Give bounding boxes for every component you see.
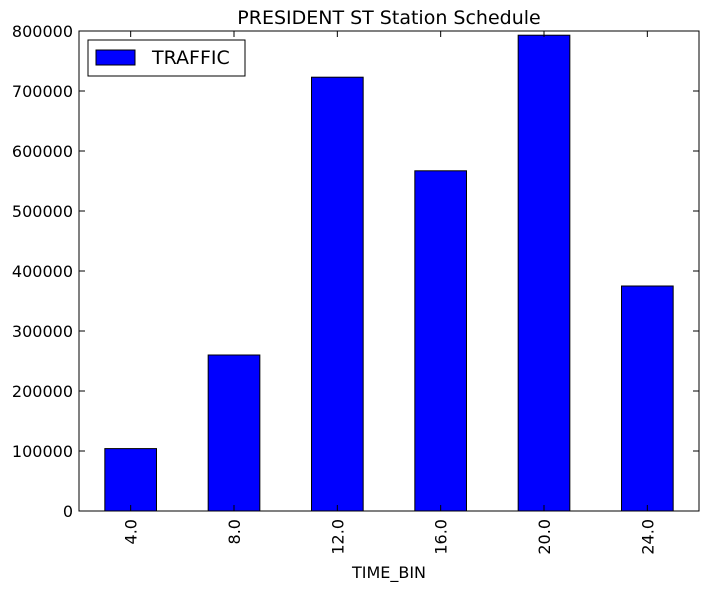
- y-tick-label: 0: [63, 502, 73, 521]
- y-tick-label: 200000: [12, 382, 73, 401]
- y-tick-label: 300000: [12, 322, 73, 341]
- legend: TRAFFIC: [87, 39, 246, 77]
- x-axis-label: TIME_BIN: [351, 563, 426, 583]
- x-tick-label: 20.0: [535, 519, 554, 555]
- y-tick-label: 800000: [12, 22, 73, 41]
- bar-12.0: [311, 76, 364, 512]
- bar-8.0: [207, 354, 261, 512]
- y-tick-label: 100000: [12, 442, 73, 461]
- bars-layer: [104, 34, 674, 512]
- y-tick-label: 500000: [12, 202, 73, 221]
- bar-24.0: [621, 285, 674, 512]
- plot-frame: [78, 30, 700, 512]
- legend-label: TRAFFIC: [151, 47, 230, 69]
- bar-4.0: [104, 448, 157, 512]
- y-tick-label: 600000: [12, 142, 73, 161]
- x-tick-label: 16.0: [432, 519, 451, 555]
- x-tick-label: 12.0: [328, 519, 347, 555]
- x-tick-label: 24.0: [638, 519, 657, 555]
- ticks-layer: 4.0 8.0 12.0 16.0 20.0 24.0 0 100000 200000 30000…: [12, 22, 699, 555]
- y-tick-label: 700000: [12, 82, 73, 101]
- x-tick-label: 4.0: [122, 519, 141, 544]
- y-tick-label: 400000: [12, 262, 73, 281]
- bar-20.0: [517, 34, 571, 512]
- legend-swatch: [95, 49, 136, 66]
- x-tick-label: 8.0: [225, 519, 244, 544]
- bar-16.0: [414, 170, 467, 512]
- chart-title: PRESIDENT ST Station Schedule: [237, 7, 540, 29]
